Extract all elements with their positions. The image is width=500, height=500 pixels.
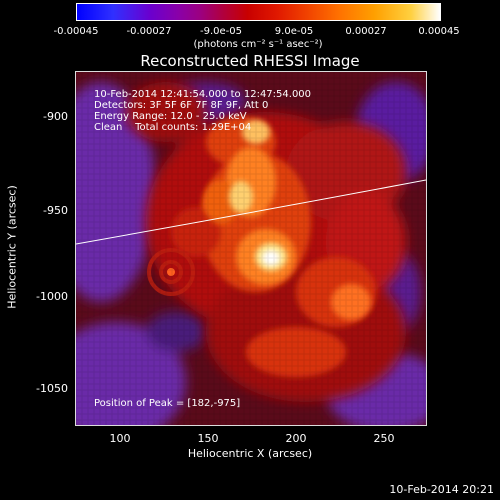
solar-limb-line: [76, 179, 426, 245]
colorbar-tick: 9.0e-05: [274, 26, 314, 37]
colorbar-tick: 0.00027: [345, 26, 387, 37]
image-title: Reconstructed RHESSI Image: [140, 52, 360, 70]
colorbar-tick: -9.0e-05: [200, 26, 242, 37]
y-tick-label: -1000: [36, 290, 68, 303]
image-canvas: [76, 72, 426, 425]
y-tick-label: -1050: [36, 382, 68, 395]
colorbar: [76, 3, 441, 21]
colorbar-tick: 0.00045: [418, 26, 460, 37]
info-energy-range: Energy Range: 12.0 - 25.0 keV: [94, 111, 247, 122]
x-tick-label: 150: [197, 432, 219, 445]
x-axis-label: Heliocentric X (arcsec): [187, 447, 313, 460]
y-tick-label: -950: [43, 204, 68, 217]
peak-position: Position of Peak = [182,-975]: [94, 398, 241, 409]
y-tick-label: -900: [43, 110, 68, 123]
x-tick-label: 250: [373, 432, 395, 445]
info-clean-counts: Clean Total counts: 1.29E+04: [94, 122, 252, 133]
rhessi-image: [75, 71, 427, 426]
colorbar-tick: -0.00045: [53, 26, 99, 37]
x-tick-label: 200: [285, 432, 307, 445]
colorbar-units: (photons cm⁻² s⁻¹ asec⁻²): [193, 39, 323, 50]
footer-date: 10-Feb-2014 20:21: [389, 483, 494, 496]
y-axis-label: Heliocentric Y (arcsec): [5, 185, 19, 309]
colorbar-tick: -0.00027: [126, 26, 172, 37]
info-time-range: 10-Feb-2014 12:41:54.000 to 12:47:54.000: [94, 89, 312, 100]
info-detectors: Detectors: 3F 5F 6F 7F 8F 9F, Att 0: [94, 100, 269, 111]
x-tick-label: 100: [109, 432, 131, 445]
